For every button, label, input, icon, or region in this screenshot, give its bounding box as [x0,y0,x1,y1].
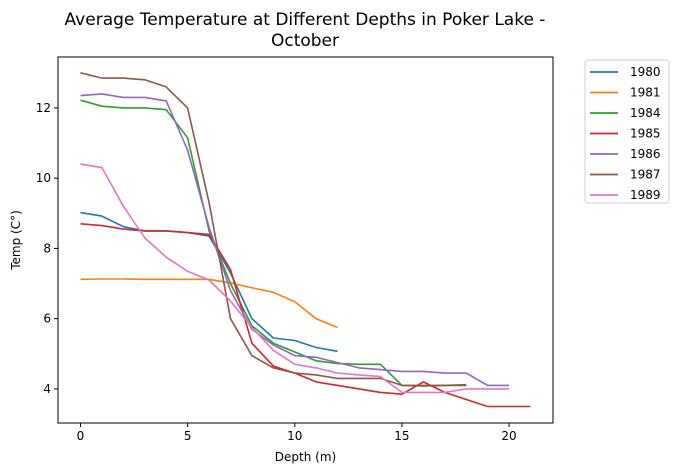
x-axis-ticks: 0 5 10 15 20 [77,423,517,443]
legend-label-1980: 1980 [630,65,661,79]
legend-label-1987: 1987 [630,168,661,182]
legend: 1980 1981 1984 1985 1986 1987 1989 [584,59,670,204]
series-line-1985 [80,223,531,408]
y-axis-ticks: 4 6 8 10 12 [36,101,58,396]
legend-label-1986: 1986 [630,147,661,161]
y-tick-label: 4 [43,382,51,396]
x-tick-label: 20 [501,429,516,443]
y-axis-label: Temp (C°) [9,210,23,271]
series-line-1987 [80,72,467,387]
legend-box [584,59,670,204]
series-line-1986 [80,93,510,387]
legend-label-1985: 1985 [630,127,661,141]
chart-title-line1: Average Temperature at Different Depths … [65,10,546,30]
legend-label-1981: 1981 [630,86,661,100]
series-line-1981 [80,278,338,329]
y-tick-label: 6 [43,312,51,326]
legend-label-1989: 1989 [630,188,661,202]
y-tick-label: 10 [36,171,51,185]
x-tick-label: 10 [287,429,302,443]
x-tick-label: 5 [184,429,192,443]
x-axis-label: Depth (m) [275,450,336,464]
series-line-1980 [80,211,338,353]
series-line-1989 [80,163,510,394]
legend-label-1984: 1984 [630,106,661,120]
y-tick-label: 8 [43,241,51,255]
plot-frame [57,56,554,424]
x-tick-label: 0 [77,429,85,443]
series-line-1984 [80,99,467,387]
chart-title-line2: October [271,31,339,51]
plot-lines [80,72,531,408]
y-tick-label: 12 [36,101,51,115]
x-tick-label: 15 [394,429,409,443]
